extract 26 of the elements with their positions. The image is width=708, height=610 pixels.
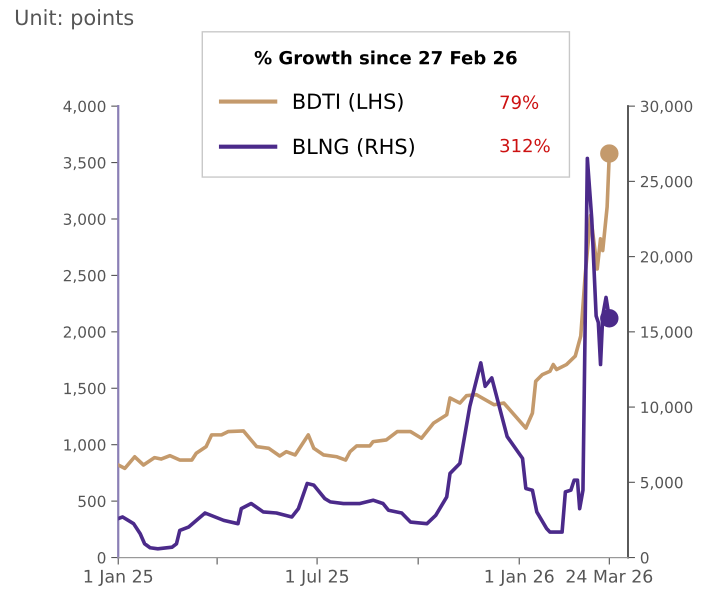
annotation: 79% [500, 95, 538, 110]
x-tick-label: 1 Jan 26 [486, 570, 554, 586]
legend-label: BDTI (LHS) [294, 93, 403, 112]
y2-tick-label: 15,000 [641, 326, 692, 340]
y-tick-label: 3,000 [64, 213, 106, 227]
y-tick-label: 4,000 [63, 100, 106, 114]
y2-tick-label: 0 [640, 552, 649, 564]
y-tick-label: 2,500 [64, 270, 106, 283]
y-tick-label: 500 [78, 496, 106, 508]
y-tick-label: 0 [98, 552, 106, 564]
y-tick-label: 1,000 [64, 439, 106, 452]
y2-tick-label: 20,000 [640, 251, 692, 264]
y-tick-label: 1,500 [64, 382, 106, 396]
y2-tick-label: 30,000 [640, 100, 692, 114]
chart-title: Unit: points [16, 9, 134, 30]
y-tick-label: 3,500 [64, 157, 106, 170]
legend-label: BLNG (RHS) [294, 138, 414, 157]
y-tick-label: 2,000 [64, 326, 106, 340]
y2-tick-label: 10,000 [641, 402, 692, 415]
y2-tick-label: 25,000 [640, 176, 692, 189]
annotation: 312% [500, 138, 550, 152]
legend-title: % Growth since 27 Feb 26 [254, 50, 517, 64]
x-tick-label: 24 Mar 26 [566, 570, 652, 583]
x-tick-label: 1 Jan 25 [84, 570, 152, 586]
y2-tick-label: 5,000 [640, 476, 683, 490]
x-tick-label: 1 Jul 25 [286, 569, 348, 586]
